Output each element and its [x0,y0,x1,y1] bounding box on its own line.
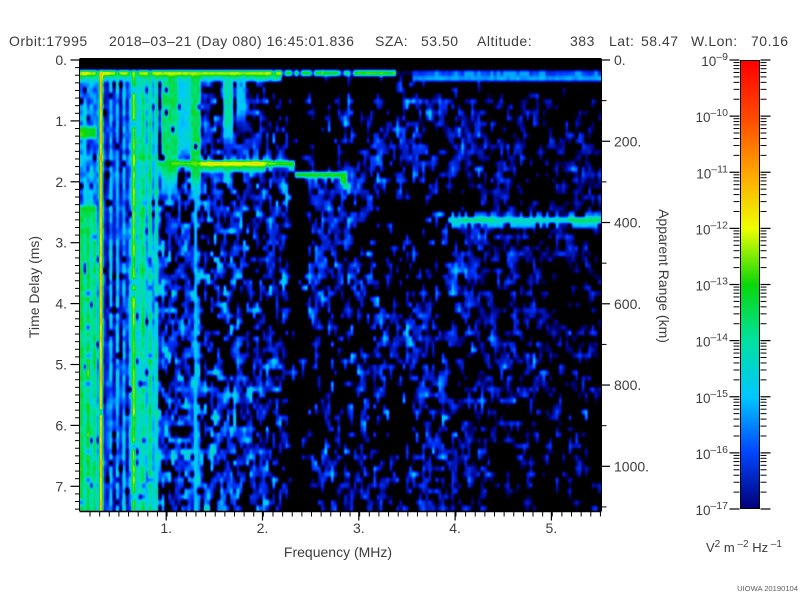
svg-text:UIOWA 20190104: UIOWA 20190104 [737,584,798,593]
svg-text:10–11: 10–11 [696,163,728,181]
svg-text:4.: 4. [55,296,67,312]
svg-text:V2 m –2 Hz –1: V2 m –2 Hz –1 [706,539,782,555]
svg-text:5.: 5. [546,520,558,536]
svg-text:5.: 5. [55,357,67,373]
svg-text:600.: 600. [614,296,641,312]
svg-text:Time Delay (ms): Time Delay (ms) [26,236,42,338]
svg-text:10–9: 10–9 [701,51,728,69]
svg-text:6.: 6. [55,417,67,433]
svg-text:10–15: 10–15 [695,388,728,406]
svg-text:2.: 2. [257,520,269,536]
svg-text:SZA:: SZA: [375,33,408,49]
svg-text:400.: 400. [614,215,641,231]
svg-text:Apparent Range (km): Apparent Range (km) [656,209,672,343]
svg-text:2018–03–21 (Day 080) 16:45:01.: 2018–03–21 (Day 080) 16:45:01.836 [109,33,354,49]
svg-text:10–10: 10–10 [695,107,728,125]
svg-text:3.: 3. [55,235,67,251]
svg-text:3.: 3. [353,520,365,536]
svg-text:7.: 7. [55,478,67,494]
svg-text:2.: 2. [55,174,67,190]
svg-text:200.: 200. [614,133,641,149]
svg-text:53.50: 53.50 [421,33,459,49]
svg-text:Altitude:: Altitude: [477,33,532,49]
svg-text:58.47: 58.47 [641,33,679,49]
svg-text:10–17: 10–17 [695,500,728,518]
svg-text:0.: 0. [614,52,626,68]
svg-text:Lat:: Lat: [609,33,634,49]
svg-text:10–16: 10–16 [695,444,728,462]
svg-text:1000.: 1000. [614,458,649,474]
svg-text:0.: 0. [55,52,67,68]
svg-text:Orbit:17995: Orbit:17995 [9,33,88,49]
svg-text:10–14: 10–14 [695,332,728,350]
svg-text:800.: 800. [614,377,641,393]
svg-text:4.: 4. [449,520,461,536]
svg-text:Frequency (MHz): Frequency (MHz) [284,544,392,560]
svg-text:10–13: 10–13 [695,276,728,294]
svg-text:1.: 1. [160,520,172,536]
svg-text:W.Lon:: W.Lon: [691,33,738,49]
svg-text:70.16: 70.16 [751,33,789,49]
svg-text:383: 383 [570,33,595,49]
svg-text:10–12: 10–12 [695,219,728,237]
svg-text:1.: 1. [55,113,67,129]
